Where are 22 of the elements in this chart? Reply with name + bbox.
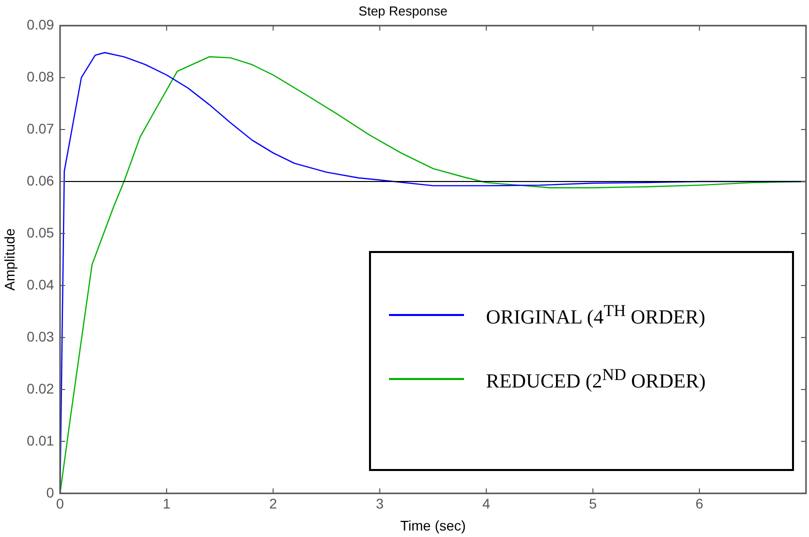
legend-label: ORIGINAL (4$^{TH}$ ORDER) bbox=[486, 301, 706, 330]
x-tick-label: 1 bbox=[162, 496, 171, 512]
x-tick-label: 3 bbox=[376, 496, 384, 512]
y-tick-label: 0.02 bbox=[26, 380, 54, 396]
legend-label: REDUCED (2$^{ND}$ ORDER) bbox=[486, 365, 706, 394]
y-tick-label: 0.01 bbox=[26, 432, 54, 448]
chart-title: Step Response bbox=[358, 3, 448, 18]
y-tick-label: 0 bbox=[46, 484, 54, 500]
y-tick-label: 0.07 bbox=[26, 120, 54, 136]
x-tick-label: 0 bbox=[56, 496, 64, 512]
y-tick-label: 0.03 bbox=[26, 328, 54, 344]
x-tick-label: 2 bbox=[269, 496, 278, 512]
y-tick-label: 0.05 bbox=[26, 224, 54, 240]
y-tick-label: 0.08 bbox=[26, 68, 54, 84]
y-tick-label: 0.04 bbox=[26, 276, 54, 292]
y-tick-label: 0.09 bbox=[26, 16, 54, 32]
x-axis-title: Time (sec) bbox=[400, 517, 466, 534]
y-tick-label: 0.06 bbox=[26, 172, 54, 188]
x-tick-label: 4 bbox=[482, 496, 490, 512]
x-tick-label: 5 bbox=[588, 496, 597, 512]
y-axis-title: Amplitude bbox=[1, 228, 18, 291]
x-tick-label: 6 bbox=[696, 496, 704, 512]
